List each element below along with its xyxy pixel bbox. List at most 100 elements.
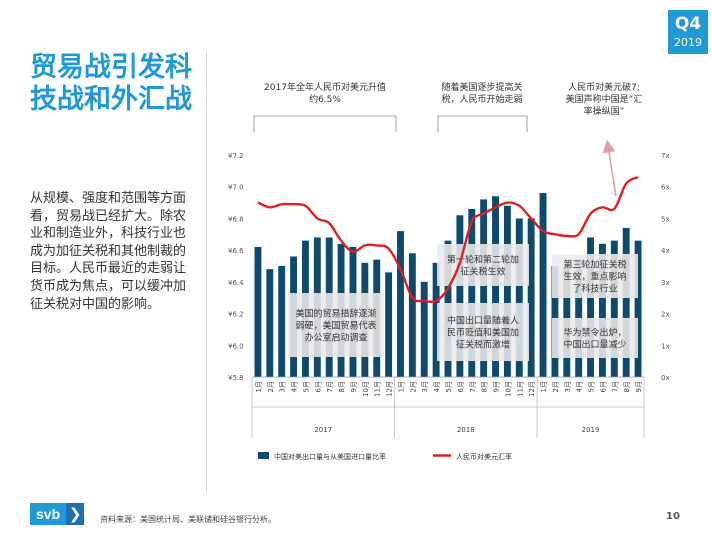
bar <box>420 281 428 377</box>
month-tick-label: 3月 <box>279 381 287 392</box>
month-tick-label: 4月 <box>576 381 584 392</box>
month-tick-label: 10月 <box>504 381 512 397</box>
callout-box <box>552 254 638 298</box>
month-tick-label: 8月 <box>338 381 346 392</box>
bar <box>622 227 630 377</box>
annotation-bracket <box>253 115 397 132</box>
bar <box>527 218 535 377</box>
callout-text: 第三轮加征关税 <box>563 259 626 271</box>
exchange-rate-line <box>257 176 639 304</box>
month-tick-label: 1月 <box>540 381 548 392</box>
source-note: 资料来源：美国统计局、美联储和硅谷银行分析。 <box>100 515 276 524</box>
legend-line-label: 人民币对美元汇率 <box>456 452 512 461</box>
callout-text: 中国出口量随着人 <box>447 315 519 327</box>
month-tick-label: 11月 <box>516 381 524 397</box>
bar <box>278 266 286 377</box>
month-tick-label: 12月 <box>386 381 394 397</box>
top-annotation-text: 美国声称中国是“汇 <box>566 93 643 105</box>
month-tick-label: 8月 <box>623 381 631 392</box>
left-axis-tick-label: ¥6.8 <box>228 215 244 223</box>
top-annotation-text: 随着美国逐步提高关 <box>441 81 522 93</box>
badge-quarter: Q4 <box>674 14 702 34</box>
left-axis-tick-label: ¥6.0 <box>228 342 244 350</box>
bar <box>385 272 393 377</box>
month-tick-label: 9月 <box>350 381 358 392</box>
right-axis-tick-label: 3x <box>661 279 670 287</box>
callout-box <box>288 293 384 357</box>
bar <box>432 262 440 377</box>
bar <box>634 240 642 377</box>
callout-text: 办公室启动调查 <box>304 332 367 344</box>
month-tick-label: 9月 <box>493 381 501 392</box>
bar <box>587 237 594 377</box>
right-axis-tick-label: 1x <box>661 342 670 350</box>
left-axis-tick-label: ¥7.2 <box>228 152 244 160</box>
logo-text: svb <box>30 503 67 525</box>
bar <box>468 208 476 377</box>
month-tick-label: 6月 <box>314 381 322 392</box>
bar <box>266 269 274 377</box>
bar <box>408 253 416 377</box>
callout-text: 美国的贸易措辞逐渐 <box>295 308 376 320</box>
bar <box>480 199 488 377</box>
callout-text: 了科技行业 <box>572 283 617 295</box>
left-axis-tick-label: ¥5.8 <box>228 374 244 382</box>
month-tick-label: 5月 <box>302 381 310 392</box>
annotation-bracket <box>437 115 528 132</box>
month-tick-label: 7月 <box>326 381 334 392</box>
bar <box>598 243 606 377</box>
legend-bar-label: 中国对美出口量与从美国进口量比率 <box>274 452 386 461</box>
month-tick-label: 1月 <box>255 381 263 392</box>
page-title: 贸易战引发科技战和外汇战 <box>30 52 192 115</box>
right-axis-tick-label: 7x <box>661 152 670 160</box>
month-tick-label: 3月 <box>564 381 572 392</box>
callout-text: 第一轮和第二轮加 <box>447 254 519 266</box>
top-annotation-text: 约6.5% <box>309 93 341 105</box>
month-tick-label: 7月 <box>469 381 477 392</box>
year-label: 2018 <box>457 426 475 434</box>
left-axis-tick-label: ¥6.4 <box>228 279 244 287</box>
month-tick-label: 3月 <box>421 381 429 392</box>
month-tick-label: 11月 <box>374 381 382 397</box>
bar <box>492 196 499 377</box>
bar <box>503 205 511 377</box>
month-tick-label: 2月 <box>409 381 417 392</box>
page-number: 10 <box>666 511 680 522</box>
year-label: 2019 <box>582 426 600 434</box>
top-annotation-text: 2017年全年人民币对美元升值 <box>264 81 386 93</box>
chevron-right-icon: ❯ <box>66 503 85 525</box>
callout-text: 征关税而激增 <box>456 339 510 351</box>
month-tick-label: 10月 <box>362 381 370 397</box>
month-tick-label: 2月 <box>552 381 560 392</box>
legend-bar-swatch <box>258 452 269 459</box>
year-label: 2017 <box>314 426 332 434</box>
month-tick-label: 2月 <box>267 381 275 392</box>
top-annotation-text: 率操纵国” <box>584 105 625 117</box>
bar <box>610 240 618 377</box>
month-tick-label: 5月 <box>445 381 453 392</box>
month-tick-label: 4月 <box>291 381 299 392</box>
bar <box>515 218 523 377</box>
right-axis-tick-label: 4x <box>661 247 670 255</box>
top-annotation-text: 税，人民币开始走弱 <box>441 93 522 105</box>
month-tick-label: 6月 <box>457 381 465 392</box>
left-axis-tick-label: ¥6.2 <box>228 311 244 319</box>
left-axis-tick-label: ¥7.0 <box>228 184 244 192</box>
quarter-badge: Q4 2019 <box>668 10 708 54</box>
month-tick-label: 9月 <box>635 381 643 392</box>
top-annotation-text: 人民币对美元破7; <box>568 81 640 93</box>
callout-text: 中国出口量减少 <box>563 339 626 351</box>
month-tick-label: 4月 <box>433 381 441 392</box>
bar <box>397 231 404 377</box>
callout-text: 弱硬，美国贸易代表 <box>295 320 376 332</box>
bar <box>539 193 547 377</box>
month-tick-label: 1月 <box>397 381 405 392</box>
month-tick-label: 12月 <box>528 381 536 397</box>
right-axis-tick-label: 5x <box>661 215 670 223</box>
right-axis-tick-label: 0x <box>661 374 670 382</box>
callout-box <box>437 303 529 361</box>
callout-text: 征关税生效 <box>460 266 505 278</box>
month-tick-label: 7月 <box>611 381 619 392</box>
left-axis-tick-label: ¥6.6 <box>228 247 244 255</box>
